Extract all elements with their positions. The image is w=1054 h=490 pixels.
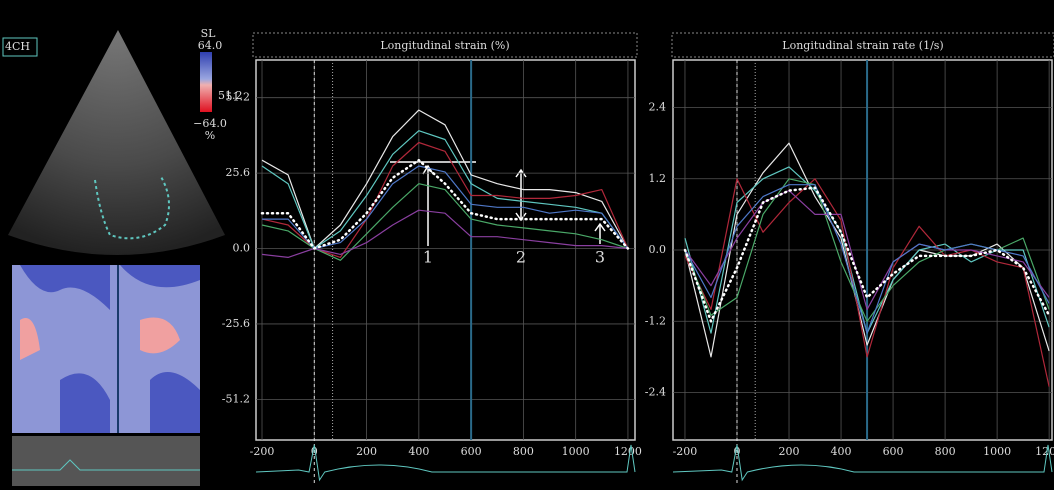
title-box: [252, 32, 638, 58]
y-tick-label: 51.2: [226, 91, 251, 104]
scale-min: −64.0: [193, 117, 227, 130]
x-tick-label: 400: [831, 445, 852, 458]
ultrasound-sector: [8, 30, 225, 255]
series-line: [684, 184, 1050, 334]
series-line: [260, 158, 630, 250]
x-tick-label: 1200: [1035, 445, 1054, 458]
annotation-label: 2: [516, 248, 526, 267]
tracking-region: [94, 174, 170, 240]
x-tick-label: 1000: [562, 445, 590, 458]
series-line: [261, 141, 629, 258]
view-label: 4CH: [5, 40, 30, 53]
plot-frame: [255, 59, 636, 441]
series-line: [261, 183, 629, 261]
x-tick-label: 1200: [614, 445, 642, 458]
x-tick-label: 1000: [983, 445, 1011, 458]
y-tick-label: 25.6: [226, 166, 251, 179]
x-tick-label: 800: [513, 445, 534, 458]
x-tick-label: -200: [250, 445, 275, 458]
x-tick-label: 800: [935, 445, 956, 458]
chart-title: Longitudinal strain rate (1/s): [782, 39, 943, 52]
y-tick-label: 1.2: [649, 172, 667, 185]
mmode-blue: [20, 265, 200, 433]
y-tick-label: -1.2: [645, 314, 666, 327]
series-line: [261, 109, 629, 250]
scale-mid: 51.2: [218, 89, 243, 102]
ecg-trace: [255, 444, 636, 482]
y-tick-label: -51.2: [222, 392, 250, 405]
y-tick-label: -2.4: [645, 386, 666, 399]
x-tick-label: 600: [883, 445, 904, 458]
series-line: [261, 209, 628, 258]
y-tick-label: 0.0: [649, 243, 667, 256]
x-tick-label: -200: [673, 445, 698, 458]
annotation-label: 1: [423, 248, 433, 267]
x-tick-label: 400: [408, 445, 429, 458]
series-line: [683, 186, 1051, 323]
series-line: [684, 190, 1050, 310]
annotation-arrows: [390, 161, 606, 246]
y-tick-label: 2.4: [649, 101, 667, 114]
scale-title: SL: [201, 27, 217, 40]
x-tick-label: 200: [356, 445, 377, 458]
x-tick-label: 200: [779, 445, 800, 458]
series-line: [262, 165, 629, 250]
x-tick-label: 600: [461, 445, 482, 458]
ecg-trace: [672, 444, 1053, 482]
mmode-ecg: [12, 459, 200, 471]
view-box: [2, 37, 38, 57]
scale-unit: %: [205, 129, 215, 142]
mmode-gray: [12, 436, 200, 486]
colorbar: [200, 52, 212, 112]
series-line: [684, 178, 1050, 387]
title-box: [671, 32, 1054, 58]
y-tick-label: 0.0: [233, 242, 251, 255]
chart-title: Longitudinal strain (%): [380, 39, 509, 52]
annotation-label: 3: [595, 248, 605, 267]
series-line: [261, 130, 629, 250]
y-tick-label: -25.6: [222, 317, 250, 330]
scale-max: 64.0: [198, 39, 223, 52]
mmode-red: [20, 317, 180, 360]
